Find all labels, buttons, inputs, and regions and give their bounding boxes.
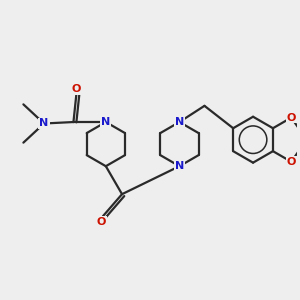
Text: N: N — [39, 118, 49, 128]
Text: N: N — [101, 117, 110, 127]
Text: O: O — [97, 217, 106, 227]
Text: N: N — [175, 161, 184, 171]
Text: N: N — [175, 117, 184, 127]
Text: O: O — [286, 112, 296, 123]
Text: O: O — [72, 84, 81, 94]
Text: O: O — [286, 157, 296, 167]
